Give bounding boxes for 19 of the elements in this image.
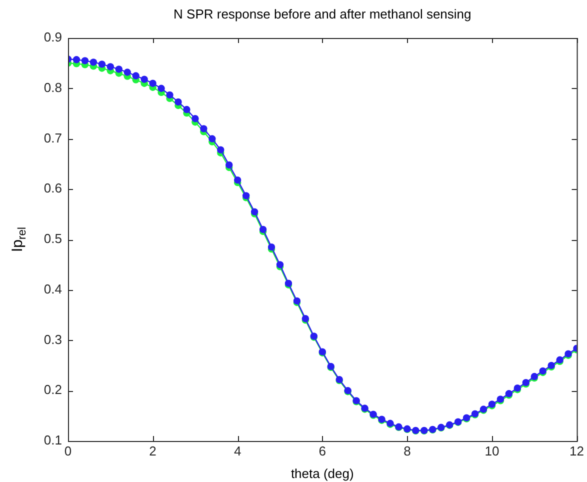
x-tick-label: 2 — [149, 443, 156, 458]
y-tick-label: 0.5 — [44, 231, 62, 246]
x-tick-label: 12 — [570, 443, 584, 458]
y-tick-label: 0.2 — [44, 382, 62, 398]
y-tick-label: 0.7 — [44, 130, 62, 146]
x-axis-title: theta (deg) — [290, 466, 354, 481]
y-tick-label: 0.1 — [44, 432, 62, 448]
y-tick-label: 0.6 — [44, 180, 62, 196]
y-tick-label: 0.3 — [44, 332, 62, 347]
x-tick-label: 10 — [484, 443, 500, 458]
y-axis-title: Iprel — [9, 226, 29, 252]
y-tick-label: 0.4 — [44, 281, 62, 296]
y-tick-label: 0.8 — [44, 80, 62, 95]
y-tick-label: 0.9 — [44, 30, 62, 45]
x-tick-label: 8 — [404, 443, 411, 458]
x-tick-label: 6 — [318, 443, 326, 458]
chart-title: N SPR response before and after methanol sensing — [174, 6, 472, 22]
x-tick-label: 4 — [234, 443, 242, 458]
x-tick-label: 0 — [64, 443, 72, 458]
